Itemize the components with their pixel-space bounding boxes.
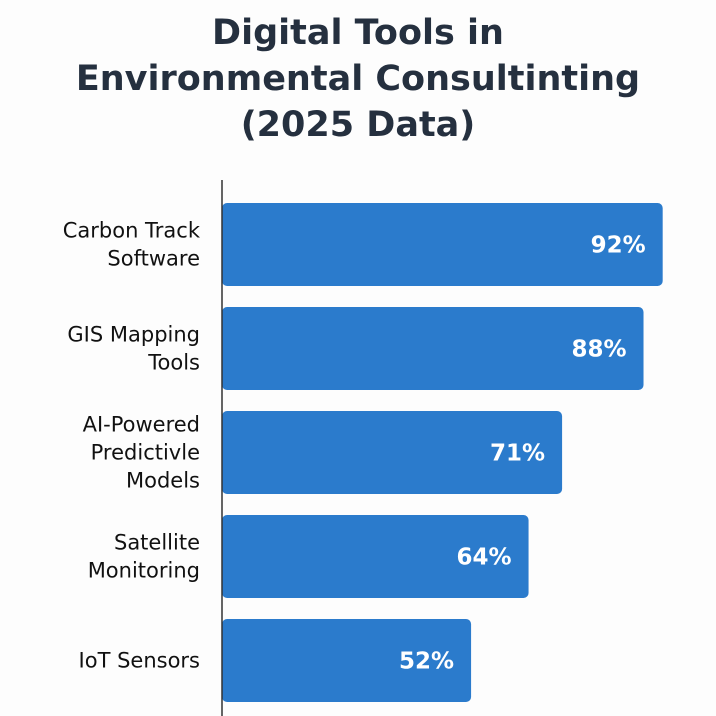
category-label: Models bbox=[126, 469, 200, 493]
data-label: 71% bbox=[490, 441, 545, 467]
data-label: 92% bbox=[591, 233, 646, 259]
category-label: Carbon Track bbox=[63, 219, 201, 243]
chart-title-line: Environmental Consultinting bbox=[75, 59, 641, 99]
bar bbox=[222, 411, 563, 494]
data-label: 52% bbox=[399, 649, 454, 675]
category-label: Tools bbox=[147, 351, 200, 375]
chart-title-line: (2025 Data) bbox=[240, 105, 476, 145]
category-label: AI-Powered bbox=[83, 413, 200, 437]
chart-title-line: Digital Tools in bbox=[212, 13, 504, 53]
chart-title: Digital Tools in Environmental Consultin… bbox=[0, 10, 716, 148]
category-label: GIS Mapping bbox=[67, 323, 200, 347]
bar bbox=[222, 515, 529, 598]
category-label: IoT Sensors bbox=[79, 649, 200, 673]
category-label: Satellite bbox=[114, 531, 200, 555]
data-label: 88% bbox=[571, 337, 626, 363]
bar bbox=[222, 307, 644, 390]
category-label: Monitoring bbox=[88, 559, 200, 583]
data-label: 64% bbox=[456, 545, 511, 571]
category-label: Software bbox=[107, 247, 200, 271]
category-label: Predictivle bbox=[91, 441, 200, 465]
bar bbox=[222, 203, 663, 286]
bar bbox=[222, 619, 472, 702]
